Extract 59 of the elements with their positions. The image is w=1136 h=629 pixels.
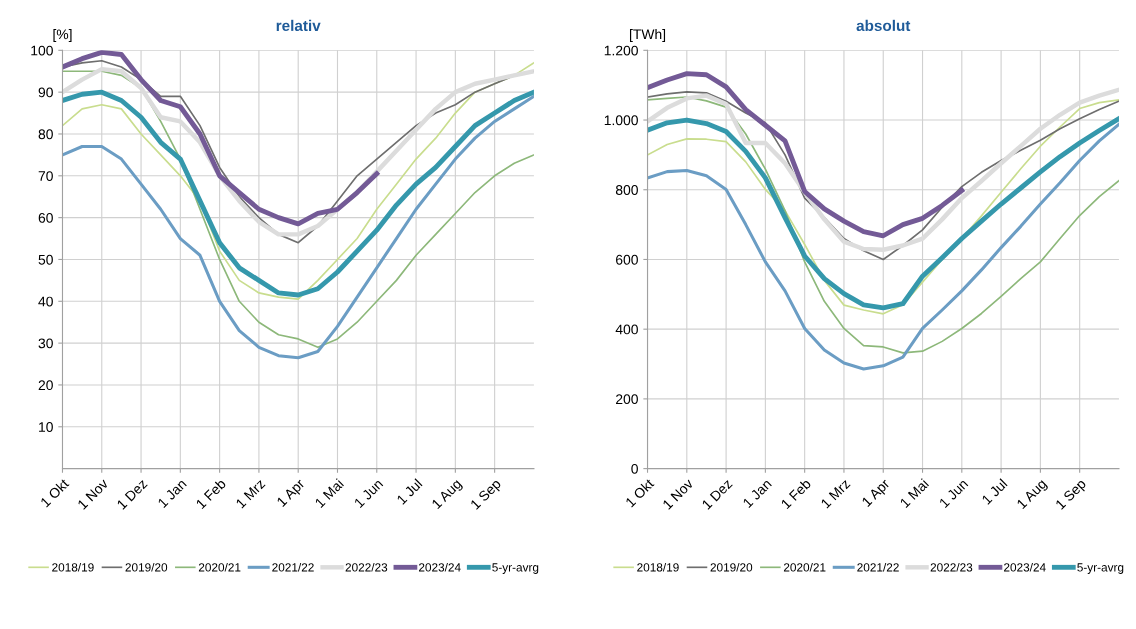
y-tick-label: 90 [38, 87, 53, 98]
legend-label: 2018/19 [637, 562, 679, 572]
y-tick-label: 1.200 [604, 45, 638, 56]
y-tick-label: 400 [615, 324, 638, 335]
legend-label: 2021/22 [272, 562, 314, 572]
y-tick-label: 70 [38, 171, 53, 181]
y-axis-title: [%] [53, 29, 72, 42]
x-tick-label: 1 Apr [861, 478, 893, 509]
y-tick-label: 100 [31, 45, 53, 56]
y-tick-label: 30 [38, 338, 53, 349]
x-tick-label: 1 Jun [353, 478, 384, 509]
y-tick-label: 600 [616, 254, 638, 265]
x-tick-label: 1 Okt [624, 477, 655, 508]
y-tick-label: 40 [38, 296, 53, 307]
x-tick-label: 1 Aug [431, 478, 464, 512]
x-tick-label: 1 Jun [938, 478, 969, 509]
x-tick-label: 1 Nov [662, 478, 694, 510]
y-tick-label: 200 [616, 394, 638, 405]
legend-label: 2019/20 [710, 562, 753, 572]
x-tick-label: 1 Sep [1055, 478, 1089, 512]
legend-label: 2018/19 [52, 562, 94, 572]
legend-label: 2021/22 [857, 562, 899, 572]
y-tick-label: 1.000 [604, 115, 638, 126]
legend-label: 5-yr-avrg [492, 563, 539, 574]
x-tick-label: 1 Apr [276, 478, 308, 509]
y-axis-title: [TWh] [629, 29, 666, 42]
x-tick-label: 1 Mai [899, 478, 930, 509]
x-tick-label: 1 Jul [396, 478, 423, 505]
chart-title: absolut [856, 19, 911, 32]
legend-label: 2022/23 [345, 562, 388, 572]
y-tick-label: 0 [631, 463, 638, 474]
y-tick-label: 800 [615, 185, 638, 195]
legend-label: 2023/24 [1004, 562, 1046, 572]
legend-label: 2020/21 [198, 562, 241, 572]
x-tick-label: 1 Aug [1016, 478, 1049, 512]
x-tick-label: 1 Feb [780, 478, 812, 510]
legend-label: 2019/20 [125, 562, 168, 572]
y-tick-label: 80 [38, 129, 53, 140]
x-tick-label: 1 Nov [77, 478, 109, 510]
x-tick-label: 1 Dez [116, 478, 148, 510]
chart-title: relativ [276, 19, 321, 32]
legend-label: 2022/23 [930, 562, 973, 572]
legend-label: 5-yr-avrg [1077, 563, 1124, 574]
y-tick-label: 60 [38, 212, 53, 223]
x-tick-label: 1 Mai [314, 478, 345, 509]
x-tick-label: 1 Jan [157, 478, 187, 509]
y-tick-label: 10 [39, 422, 53, 432]
x-tick-label: 1 Okt [39, 477, 70, 508]
x-tick-label: 1 Mrz [235, 478, 266, 509]
legend-label: 2023/24 [418, 562, 461, 572]
y-tick-label: 20 [38, 380, 53, 391]
x-tick-label: 1 Mrz [820, 478, 851, 509]
x-tick-label: 1 Feb [195, 478, 227, 510]
x-tick-label: 1 Dez [701, 478, 733, 510]
x-tick-label: 1 Jan [742, 478, 772, 509]
x-tick-label: 1 Sep [469, 478, 504, 512]
x-tick-label: 1 Jul [981, 478, 1008, 505]
y-tick-label: 50 [38, 254, 53, 265]
legend-label: 2020/21 [783, 562, 826, 572]
